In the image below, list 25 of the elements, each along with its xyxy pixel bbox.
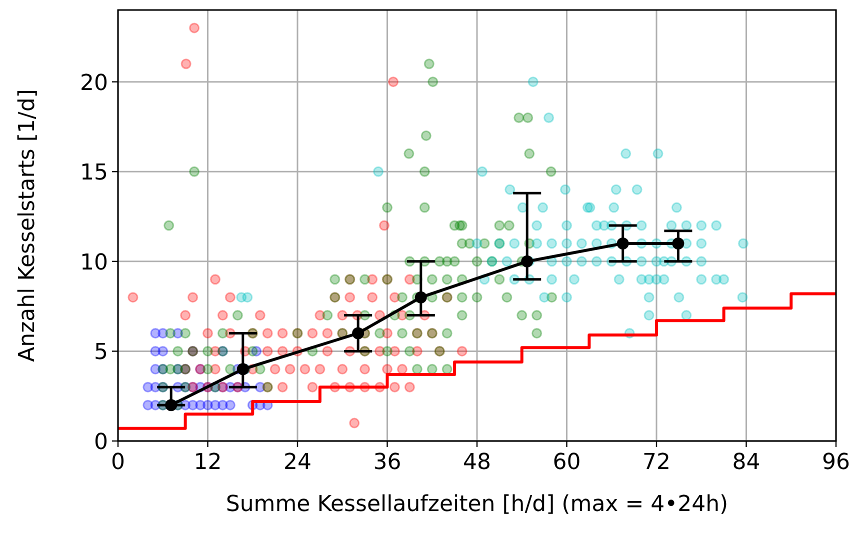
y-tick-label: 20 [80,70,108,96]
x-tick-label: 24 [284,450,312,475]
x-tick-label: 36 [373,450,402,475]
y-tick-label: 5 [94,340,108,366]
point [165,399,178,412]
point [521,255,534,268]
point [352,327,364,340]
x-tick-label: 12 [194,450,222,475]
point [616,237,629,250]
y-tick-label: 15 [80,160,108,186]
x-tick-label: 0 [111,450,125,475]
x-tick-label: 60 [552,450,581,475]
y-tick-label: 10 [80,250,108,276]
x-tick-label: 72 [642,450,670,475]
x-axis-title: Summe Kessellaufzeiten [h/d] (max = 4•24h) [226,492,728,517]
x-tick-label: 84 [732,450,760,475]
point [224,400,236,410]
x-tick-label: 48 [463,450,491,475]
x-tick-label: 96 [822,450,850,475]
point [672,237,684,250]
point [414,291,427,304]
y-axis-title: Anzahl Kesselstarts [1/d] [15,89,40,362]
y-tick-label: 0 [94,430,108,455]
point [158,346,168,356]
point [236,363,249,376]
